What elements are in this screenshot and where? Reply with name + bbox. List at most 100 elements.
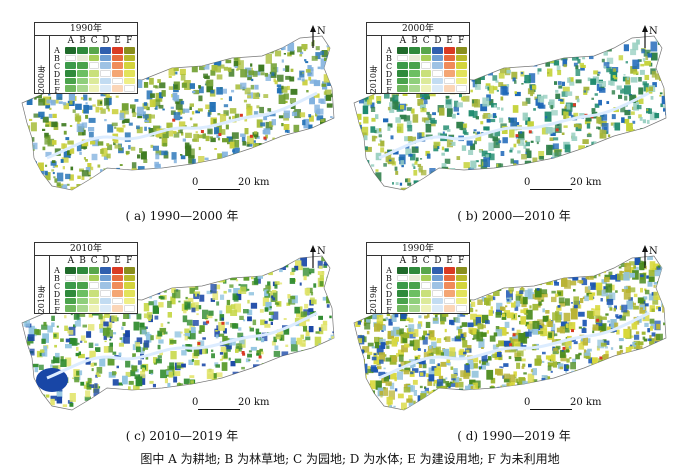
legend-row-label: D (53, 290, 61, 299)
legend-swatch (112, 77, 124, 85)
scale-bar: 0 20 km (524, 397, 614, 414)
legend-start-year: 2010年 (35, 243, 137, 256)
legend-swatch (76, 267, 88, 274)
legend-column-label: D (434, 36, 442, 46)
legend-swatch (65, 297, 76, 305)
legend-swatch (88, 282, 100, 289)
north-label: N (317, 26, 326, 37)
legend-swatch (420, 77, 432, 85)
legend-swatch (444, 289, 456, 297)
legend-swatch (65, 77, 76, 85)
scale-zero: 0 (524, 177, 531, 188)
legend-swatch (420, 305, 432, 312)
legend-swatch (444, 47, 456, 54)
legend-column-label: B (411, 256, 418, 266)
legend-column-label: A (399, 36, 407, 46)
land-use-map-c (21, 255, 335, 411)
legend-swatch (444, 77, 456, 85)
legend-color-grid (65, 267, 135, 312)
legend-swatch (65, 305, 76, 312)
legend-swatch (112, 54, 124, 62)
legend-swatch (76, 289, 88, 297)
scale-distance: 20 km (570, 177, 602, 188)
caption-d: ( d) 1990—2019 年 (457, 429, 571, 443)
scale-distance: 20 km (238, 177, 270, 188)
legend-swatch (112, 305, 124, 312)
legend-start-year: 1990年 (35, 23, 137, 36)
legend-swatch (408, 267, 420, 274)
legend-swatch (432, 69, 444, 77)
legend-swatch (408, 85, 420, 92)
legend-swatch (88, 85, 100, 92)
legend-swatch (420, 297, 432, 305)
legend-swatch (124, 282, 135, 289)
legend-swatch (408, 289, 420, 297)
legend-column-label: B (79, 36, 86, 46)
legend-swatch (76, 282, 88, 289)
legend-row-label: D (385, 70, 393, 79)
study-area-outline (353, 35, 667, 191)
legend-swatch (408, 297, 420, 305)
legend-swatch (397, 267, 408, 274)
legend-swatch (88, 274, 100, 282)
legend-swatch (112, 47, 124, 54)
legend-column-label: B (79, 256, 86, 266)
legend-swatch (444, 62, 456, 69)
legend-swatch (100, 267, 112, 274)
legend-swatch (76, 305, 88, 312)
legend-row-label: C (385, 282, 393, 291)
legend-column-label: A (67, 36, 75, 46)
legend-column-label: E (446, 256, 453, 266)
legend-swatch (124, 305, 135, 312)
legend-color-grid (397, 47, 467, 92)
legend-column-label: A (399, 256, 407, 266)
legend-swatch (408, 47, 420, 54)
legend-swatch (397, 69, 408, 77)
legend-swatch (397, 77, 408, 85)
legend-row-label: E (54, 298, 60, 307)
legend-row-label: C (53, 282, 61, 291)
legend-swatch (76, 54, 88, 62)
legend-column-label: F (126, 36, 133, 46)
legend-row-label: F (54, 306, 60, 315)
legend-swatch (76, 85, 88, 92)
legend-swatch (456, 297, 467, 305)
legend-swatch (408, 62, 420, 69)
scale-distance: 20 km (570, 397, 602, 408)
legend-swatch (100, 47, 112, 54)
river-line (378, 311, 650, 380)
legend-row-label: F (386, 86, 392, 95)
legend-swatch (100, 85, 112, 92)
legend-swatch (432, 47, 444, 54)
legend-swatch (112, 297, 124, 305)
legend-column-label: E (446, 36, 453, 46)
legend-end-year: 2019年 (369, 285, 378, 314)
legend-column-label: D (434, 256, 442, 266)
legend-swatch (76, 69, 88, 77)
legend-swatch (397, 54, 408, 62)
legend-swatch (432, 54, 444, 62)
legend-swatch (65, 54, 76, 62)
legend-swatch (420, 85, 432, 92)
legend-row-label: F (54, 86, 60, 95)
legend-row-label: D (385, 290, 393, 299)
legend-swatch (65, 274, 76, 282)
legend-end-year: 2019年 (37, 285, 46, 314)
river-line (46, 311, 318, 380)
legend-swatch (456, 282, 467, 289)
scale-zero: 0 (192, 177, 199, 188)
legend-swatch (100, 297, 112, 305)
legend-end-year: 2010年 (369, 65, 378, 94)
legend-row-label: A (54, 266, 60, 275)
north-label: N (649, 246, 658, 257)
legend-swatch (432, 297, 444, 305)
legend-swatch (124, 289, 135, 297)
